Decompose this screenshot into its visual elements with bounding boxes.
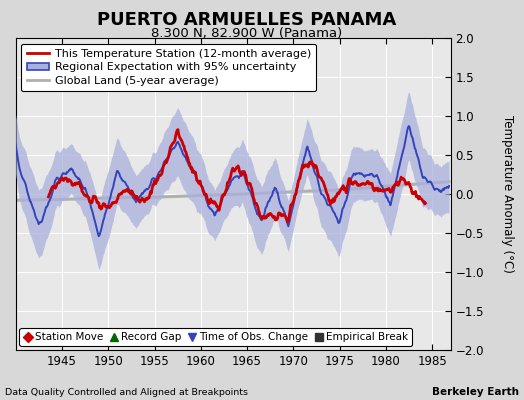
Text: 8.300 N, 82.900 W (Panama): 8.300 N, 82.900 W (Panama) (151, 27, 342, 40)
Text: PUERTO ARMUELLES PANAMA: PUERTO ARMUELLES PANAMA (96, 11, 396, 29)
Legend: Station Move, Record Gap, Time of Obs. Change, Empirical Break: Station Move, Record Gap, Time of Obs. C… (19, 328, 412, 346)
Text: Data Quality Controlled and Aligned at Breakpoints: Data Quality Controlled and Aligned at B… (5, 388, 248, 397)
Y-axis label: Temperature Anomaly (°C): Temperature Anomaly (°C) (500, 115, 514, 273)
Text: Berkeley Earth: Berkeley Earth (432, 387, 519, 397)
